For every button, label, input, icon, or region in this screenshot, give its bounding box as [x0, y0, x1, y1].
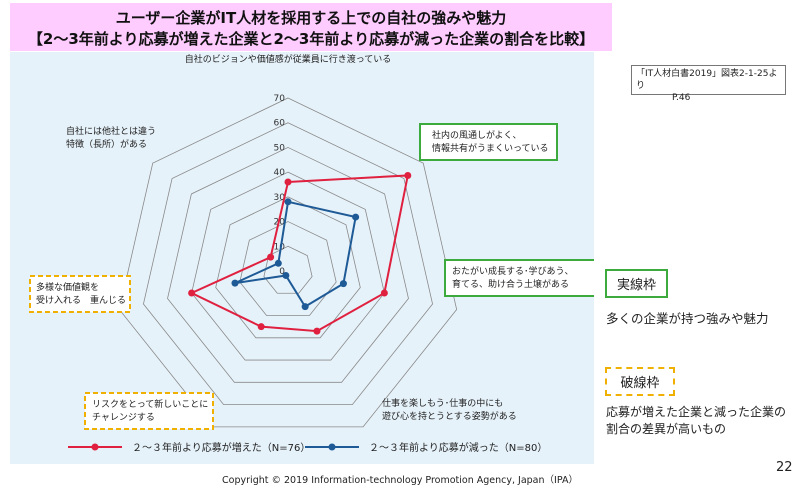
grid-ring	[142, 122, 434, 406]
dashed-frame-description-line2: 割合の差異が高いもの	[606, 422, 727, 436]
solid-frame-description: 多くの企業が持つ強みや魅力	[606, 311, 769, 326]
legend-label: ２～３年前より応募が増えた（N=76）	[132, 441, 310, 454]
solid-frame-label: 実線枠	[616, 278, 656, 293]
category-label: 情報共有がうまくいっている	[432, 142, 549, 154]
data-point	[274, 259, 282, 267]
tick-label: 10	[274, 242, 286, 252]
source-note-line2: P.46	[672, 93, 691, 103]
series-line	[189, 174, 410, 333]
dashed-frame	[84, 392, 214, 430]
category-label: 自社のビジョンや価値感が従業員に行き渡っている	[185, 53, 392, 65]
title-banner: ユーザー企業がIT人材を採用する上での自社の強みや魅力 【2〜3年前より応募が増…	[10, 3, 612, 51]
copyright: Copyright © 2019 Information-technology …	[222, 475, 578, 486]
solid-frame	[444, 259, 594, 297]
grid-ring	[239, 221, 337, 316]
category-label: おたがい成長する･学びあう、	[452, 265, 574, 277]
data-point	[380, 289, 388, 297]
chart-subtitle: 【2〜3年前より応募が増えた企業と2〜3年前より応募が減った企業の割合を比較】	[27, 30, 595, 48]
data-point	[284, 198, 292, 206]
series-line	[234, 200, 357, 308]
grid-ring	[167, 146, 409, 383]
category-label: 特徴（長所）がある	[66, 138, 147, 150]
legend-marker	[328, 443, 336, 451]
chart-title: ユーザー企業がIT人材を採用する上での自社の強みや魅力	[115, 9, 507, 27]
category-label: 自社には他社とは違う	[66, 125, 156, 137]
category-label: 育てる、助け合う土壌がある	[452, 278, 569, 290]
data-point	[231, 279, 239, 287]
category-label: チャレンジする	[92, 412, 155, 423]
data-point	[267, 253, 275, 261]
category-label: リスクをとって新しいことに	[92, 398, 208, 410]
data-point	[352, 213, 360, 221]
data-point	[188, 289, 196, 297]
solid-frame	[419, 123, 558, 161]
dashed-frame-label: 破線枠	[620, 376, 660, 391]
data-point	[282, 271, 290, 279]
dashed-frame-description-line1: 応募が増えた企業と減った企業の	[606, 405, 787, 419]
page-number: 22	[776, 460, 793, 475]
data-point	[284, 178, 292, 186]
tick-label: 0	[279, 267, 285, 277]
category-label: 仕事を楽しもう･仕事の中にも	[382, 397, 503, 409]
source-note: 「IT人材白書2019」図表2-1-25より P.46	[631, 65, 786, 103]
source-note-line1: 「IT人材白書2019」図表2-1-25より	[636, 69, 778, 91]
category-label: 遊び心を持とうとする姿勢がある	[382, 410, 517, 422]
grid-ring	[118, 97, 458, 428]
dashed-frame	[29, 275, 131, 313]
tick-label: 50	[274, 143, 286, 153]
category-label: 社内の風通しがよく、	[432, 129, 522, 141]
data-point	[339, 280, 347, 288]
grid-ring	[215, 196, 361, 339]
chart-panel: 0 10 20 30 40 50 60 70 自社のビジョンや価値感が従業員に行き渡っている 社内…	[10, 52, 594, 464]
tick-label: 60	[274, 119, 286, 129]
dashed-frame-legend: 破線枠	[605, 367, 675, 396]
tick-label: 40	[274, 168, 286, 178]
tick-label: 30	[274, 193, 286, 203]
radar-chart: 010203040506070自社のビジョンや価値感が従業員に行き渡っている社内…	[29, 53, 594, 454]
data-point	[313, 327, 321, 335]
data-point	[301, 303, 309, 311]
category-label: 受け入れる 重んじる	[36, 294, 126, 306]
data-point	[404, 171, 412, 179]
data-point	[257, 323, 265, 331]
dashed-frame-description: 応募が増えた企業と減った企業の 割合の差異が高いもの	[606, 404, 786, 438]
solid-frame-legend: 実線枠	[605, 269, 668, 298]
tick-label: 70	[274, 94, 286, 104]
grid-ring	[191, 171, 385, 361]
legend-marker	[91, 443, 99, 451]
legend-label: ２～３年前より応募が減った（N=80）	[369, 441, 547, 454]
category-label: 多様な価値観を	[36, 281, 99, 293]
